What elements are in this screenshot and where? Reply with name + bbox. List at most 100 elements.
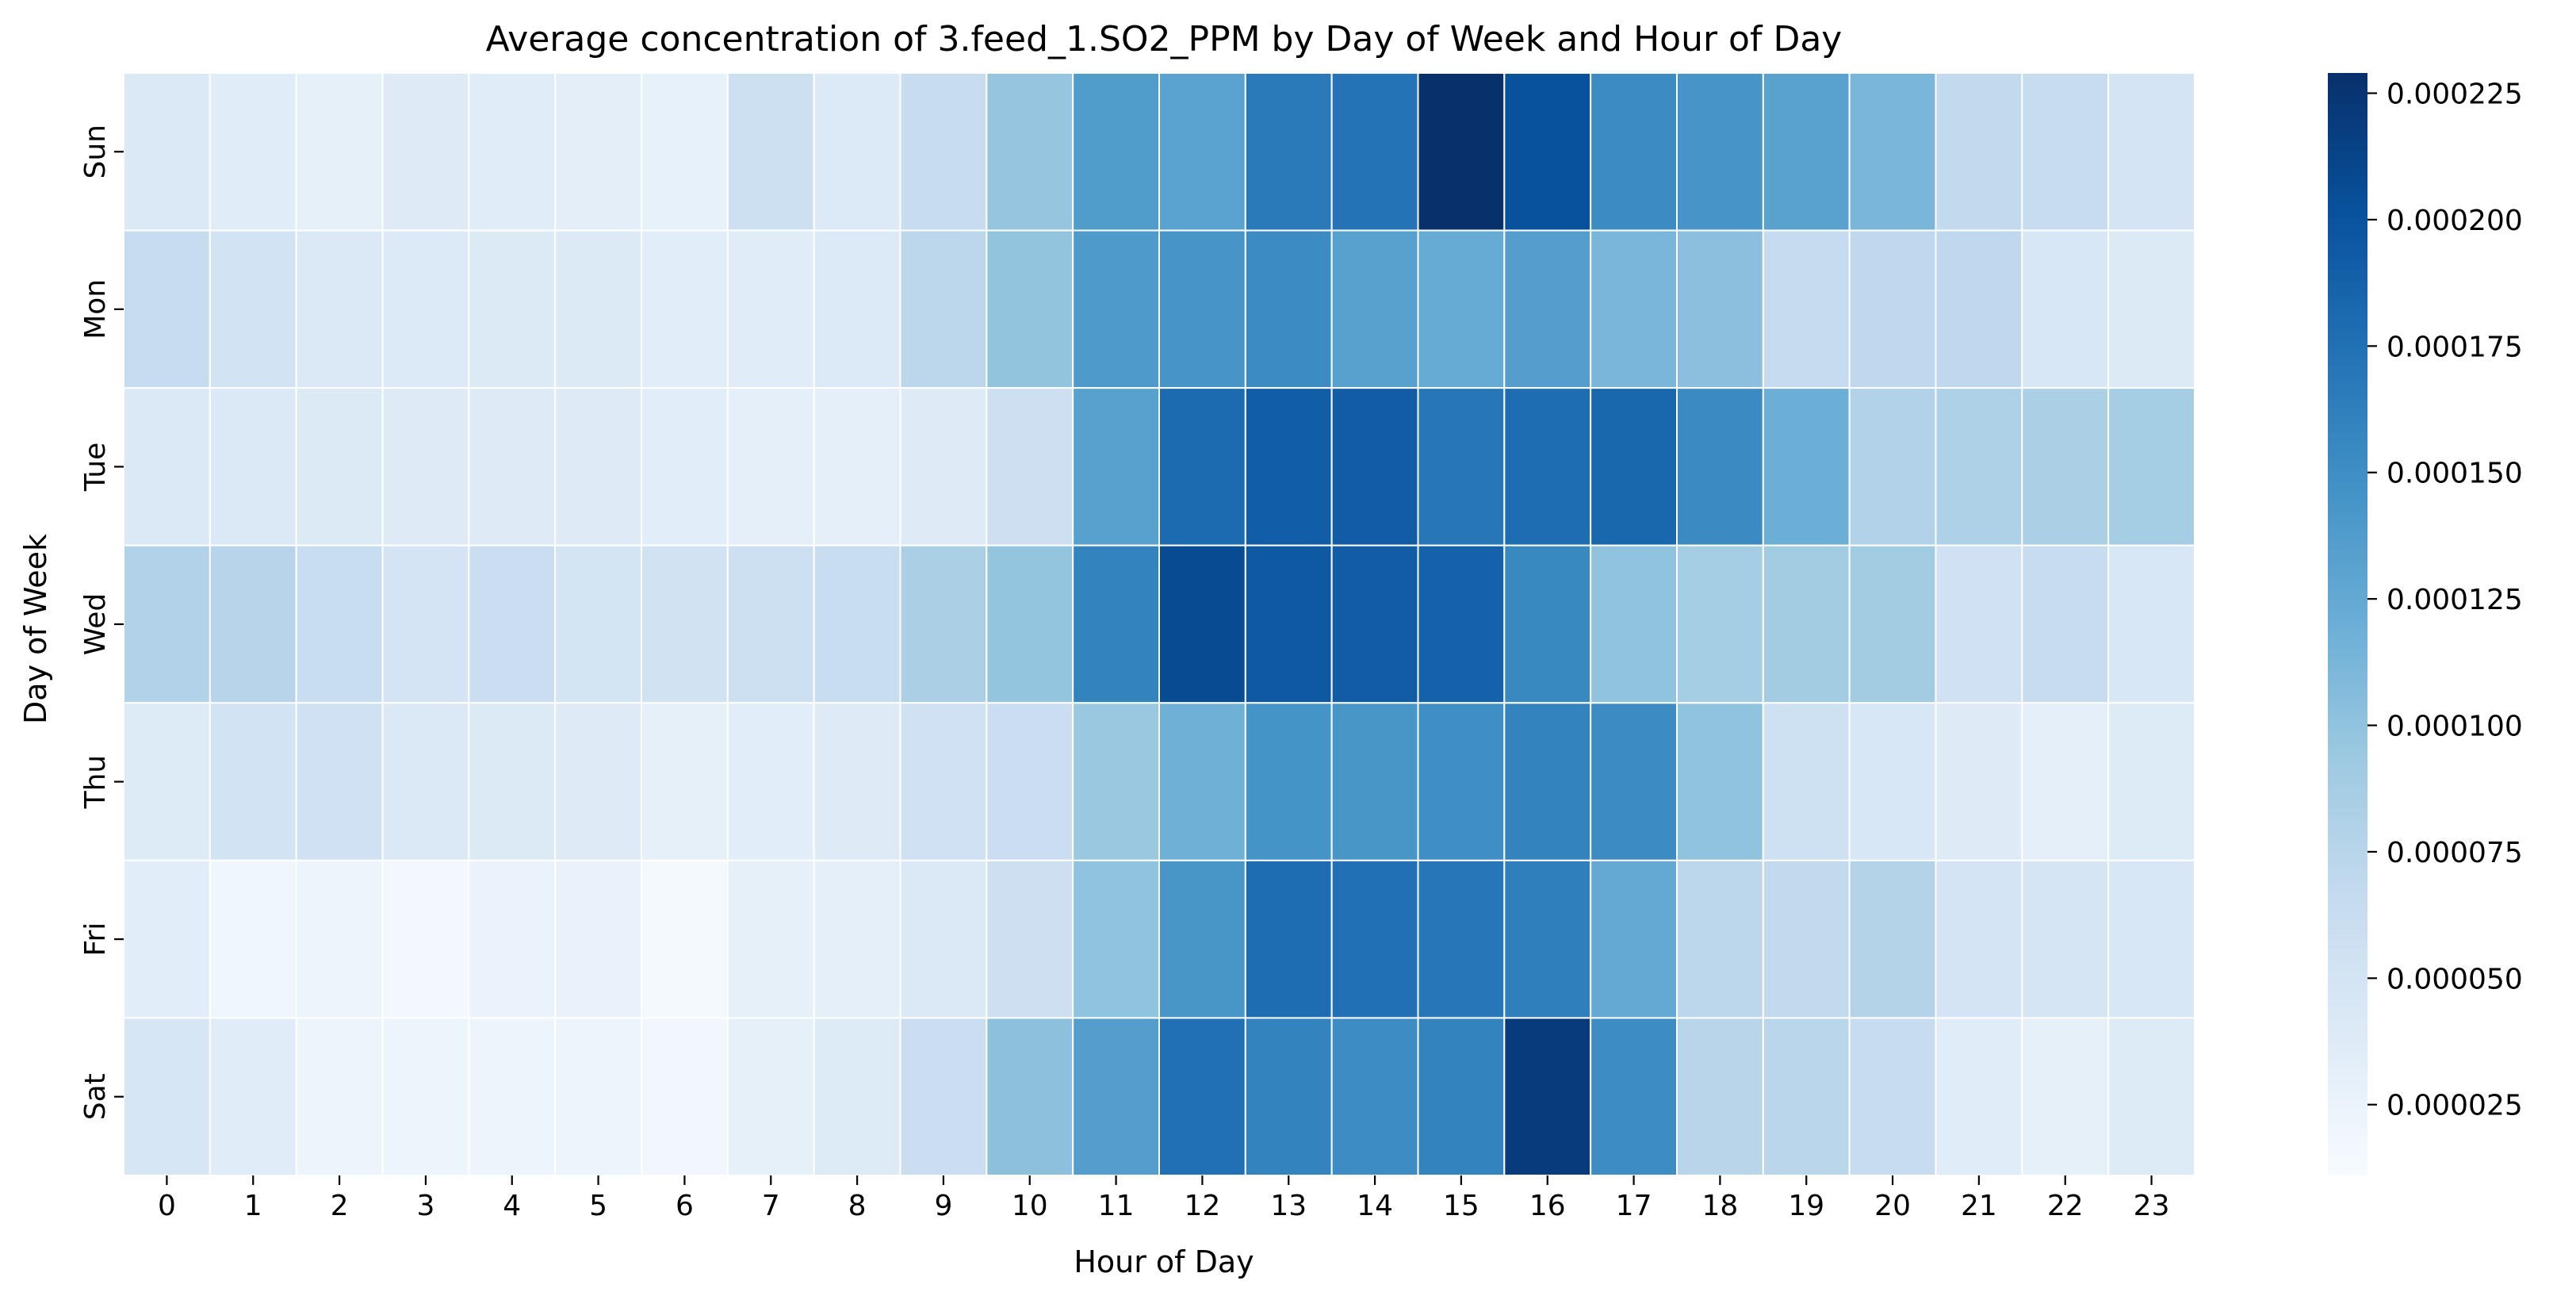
x-tick-label: 10 — [1012, 1190, 1048, 1222]
x-tick-label: 22 — [2047, 1190, 2084, 1222]
heatmap-cell-thu-4 — [468, 702, 557, 861]
y-tick-label: Tue — [79, 443, 112, 493]
heatmap-cell-sat-13 — [1244, 1017, 1333, 1177]
x-tick-label: 17 — [1616, 1190, 1652, 1222]
heatmap-cell-sun-22 — [2021, 72, 2110, 232]
y-axis-ticks: Sun Mon Tue Wed Thu Fri Sat — [79, 125, 124, 1120]
heatmap-cell-sun-10 — [986, 72, 1074, 232]
heatmap-cell-mon-2 — [295, 229, 384, 389]
heatmap-cell-tue-0 — [123, 387, 211, 546]
colorbar-tick-label: 0.000175 — [2387, 331, 2523, 363]
heatmap-cell-thu-6 — [641, 702, 729, 861]
heatmap-cell-wed-19 — [1762, 544, 1851, 704]
heatmap-cell-sat-15 — [1417, 1017, 1506, 1177]
heatmap-cell-fri-18 — [1676, 859, 1764, 1019]
heatmap-cell-tue-13 — [1244, 387, 1333, 546]
heatmap-cell-sat-3 — [381, 1017, 470, 1177]
heatmap-cell-wed-6 — [641, 544, 729, 704]
colorbar — [2328, 73, 2367, 1175]
chart-title: Average concentration of 3.feed_1.SO2_PP… — [486, 19, 1843, 59]
heatmap-cell-mon-3 — [381, 229, 470, 389]
x-tick-label: 19 — [1788, 1190, 1824, 1222]
heatmap-cell-wed-9 — [899, 544, 988, 704]
heatmap-cell-fri-21 — [1935, 859, 2023, 1019]
heatmap-cell-fri-4 — [468, 859, 557, 1019]
heatmap-cell-wed-17 — [1590, 544, 1678, 704]
heatmap-cell-mon-13 — [1244, 229, 1333, 389]
heatmap-cell-sun-7 — [726, 72, 815, 232]
heatmap-cell-mon-12 — [1158, 229, 1246, 389]
x-axis-label: Hour of Day — [1074, 1244, 1254, 1279]
heatmap-cell-sun-13 — [1244, 72, 1333, 232]
x-tick-label: 3 — [416, 1190, 434, 1222]
y-tick-label: Wed — [79, 593, 112, 656]
heatmap-cell-sat-19 — [1762, 1017, 1851, 1177]
heatmap-cell-sat-14 — [1330, 1017, 1419, 1177]
heatmap-cell-wed-10 — [986, 544, 1074, 704]
heatmap-cell-sun-9 — [899, 72, 988, 232]
heatmap-cell-wed-13 — [1244, 544, 1333, 704]
x-tick-label: 8 — [848, 1190, 867, 1222]
heatmap-cell-sat-21 — [1935, 1017, 2023, 1177]
heatmap-cell-fri-22 — [2021, 859, 2110, 1019]
heatmap-cell-tue-4 — [468, 387, 557, 546]
heatmap-cell-thu-2 — [295, 702, 384, 861]
heatmap-cell-fri-3 — [381, 859, 470, 1019]
heatmap-cell-sun-18 — [1676, 72, 1764, 232]
heatmap-cell-thu-11 — [1072, 702, 1161, 861]
heatmap-cell-thu-15 — [1417, 702, 1506, 861]
heatmap-cell-tue-10 — [986, 387, 1074, 546]
heatmap-cell-thu-10 — [986, 702, 1074, 861]
heatmap-cell-thu-0 — [123, 702, 211, 861]
heatmap-cell-tue-12 — [1158, 387, 1246, 546]
colorbar-tick-label: 0.000100 — [2387, 711, 2523, 743]
heatmap-cell-tue-16 — [1503, 387, 1592, 546]
heatmap-cell-sat-18 — [1676, 1017, 1764, 1177]
heatmap-cell-sun-19 — [1762, 72, 1851, 232]
heatmap-cell-sat-20 — [1848, 1017, 1937, 1177]
heatmap-cell-mon-20 — [1848, 229, 1937, 389]
heatmap-cell-thu-22 — [2021, 702, 2110, 861]
x-tick-label: 21 — [1961, 1190, 1997, 1222]
heatmap-cell-sun-21 — [1935, 72, 2023, 232]
colorbar-tick-label: 0.000025 — [2387, 1090, 2523, 1122]
y-tick-label: Thu — [79, 755, 112, 810]
heatmap-cell-fri-1 — [209, 859, 297, 1019]
heatmap-cell-thu-14 — [1330, 702, 1419, 861]
heatmap-cell-mon-7 — [726, 229, 815, 389]
heatmap-cell-fri-20 — [1848, 859, 1937, 1019]
heatmap-cell-tue-2 — [295, 387, 384, 546]
heatmap-cell-thu-18 — [1676, 702, 1764, 861]
heatmap-cell-sat-10 — [986, 1017, 1074, 1177]
heatmap-cell-mon-4 — [468, 229, 557, 389]
heatmap-cell-tue-15 — [1417, 387, 1506, 546]
x-tick-label: 4 — [503, 1190, 521, 1222]
x-tick-label: 5 — [589, 1190, 607, 1222]
heatmap-cell-wed-23 — [2107, 544, 2195, 704]
heatmap-cells — [123, 72, 2195, 1177]
heatmap-cell-sat-1 — [209, 1017, 297, 1177]
heatmap-cell-fri-19 — [1762, 859, 1851, 1019]
heatmap-cell-wed-2 — [295, 544, 384, 704]
heatmap-cell-mon-9 — [899, 229, 988, 389]
x-tick-label: 2 — [331, 1190, 349, 1222]
colorbar-tick-label: 0.000125 — [2387, 584, 2523, 616]
x-tick-label: 7 — [762, 1190, 780, 1222]
heatmap-cell-fri-10 — [986, 859, 1074, 1019]
heatmap-cell-sun-2 — [295, 72, 384, 232]
heatmap-cell-fri-2 — [295, 859, 384, 1019]
heatmap-cell-thu-13 — [1244, 702, 1333, 861]
heatmap-cell-wed-11 — [1072, 544, 1161, 704]
heatmap-cell-fri-15 — [1417, 859, 1506, 1019]
heatmap-cell-tue-7 — [726, 387, 815, 546]
heatmap-cell-sat-8 — [813, 1017, 901, 1177]
colorbar-tick-label: 0.000050 — [2387, 963, 2523, 995]
x-axis-ticks: 0 1 2 3 4 5 6 7 8 9 10 11 12 13 14 15 16 17 18 19 20 21 22 23 — [158, 1175, 2169, 1222]
x-tick-label: 13 — [1270, 1190, 1307, 1222]
heatmap-cell-wed-21 — [1935, 544, 2023, 704]
heatmap-cell-fri-6 — [641, 859, 729, 1019]
heatmap-cell-tue-20 — [1848, 387, 1937, 546]
heatmap-cell-fri-7 — [726, 859, 815, 1019]
heatmap-cell-wed-18 — [1676, 544, 1764, 704]
heatmap-cell-wed-12 — [1158, 544, 1246, 704]
